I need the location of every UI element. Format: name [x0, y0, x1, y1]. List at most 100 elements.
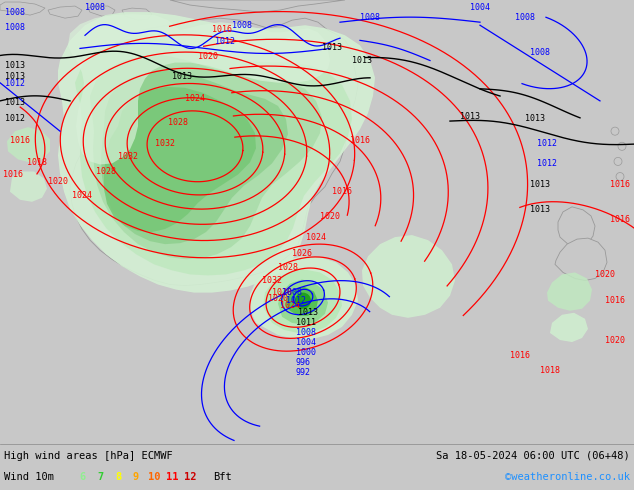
Text: 1016: 1016	[212, 25, 232, 34]
Text: 1013: 1013	[5, 61, 25, 70]
Polygon shape	[90, 55, 322, 259]
Polygon shape	[286, 287, 318, 316]
Text: 1032: 1032	[118, 152, 138, 161]
Text: 1020: 1020	[595, 270, 615, 279]
Text: 1013: 1013	[298, 308, 318, 317]
Circle shape	[614, 157, 622, 166]
Text: 1012: 1012	[5, 114, 25, 123]
Text: 1024: 1024	[306, 233, 326, 242]
Text: 11: 11	[165, 472, 178, 482]
Polygon shape	[0, 2, 45, 15]
Text: 1016: 1016	[610, 215, 630, 224]
Polygon shape	[48, 6, 82, 18]
Text: 1016: 1016	[10, 136, 30, 145]
Text: 1008: 1008	[85, 3, 105, 12]
Circle shape	[616, 172, 624, 181]
Text: 1020: 1020	[198, 51, 218, 61]
Text: 1028: 1028	[272, 288, 292, 296]
Text: 1011: 1011	[296, 318, 316, 327]
Text: 1008: 1008	[360, 13, 380, 22]
Text: 1013: 1013	[172, 72, 192, 81]
Text: 1013: 1013	[530, 180, 550, 189]
Text: Wind 10m: Wind 10m	[4, 472, 54, 482]
Polygon shape	[104, 87, 256, 232]
Polygon shape	[101, 71, 288, 244]
Text: 1018: 1018	[27, 158, 47, 168]
Text: 1028: 1028	[96, 167, 116, 175]
Text: Bft: Bft	[213, 472, 232, 482]
Polygon shape	[278, 279, 328, 325]
Text: 1004: 1004	[470, 3, 490, 12]
Text: 1020: 1020	[268, 294, 288, 303]
Text: 1016: 1016	[605, 295, 625, 305]
Text: 1024: 1024	[280, 301, 300, 310]
Text: 1013: 1013	[530, 205, 550, 214]
Text: 1013: 1013	[352, 55, 372, 65]
Circle shape	[618, 142, 626, 150]
Text: 1016: 1016	[350, 136, 370, 145]
Text: 1008: 1008	[530, 49, 550, 57]
Text: 1012: 1012	[537, 139, 557, 148]
Polygon shape	[547, 272, 592, 311]
Text: 1028: 1028	[168, 118, 188, 127]
Text: 1032: 1032	[155, 139, 175, 148]
Polygon shape	[68, 14, 330, 165]
Text: 996: 996	[296, 358, 311, 367]
Text: 1018: 1018	[540, 367, 560, 375]
Text: 1013: 1013	[460, 112, 480, 121]
Text: 10: 10	[148, 472, 160, 482]
Polygon shape	[555, 238, 607, 280]
Text: 1020: 1020	[320, 212, 340, 221]
Text: 8: 8	[115, 472, 121, 482]
Text: High wind areas [hPa] ECMWF: High wind areas [hPa] ECMWF	[4, 451, 172, 461]
Text: ©weatheronline.co.uk: ©weatheronline.co.uk	[505, 472, 630, 482]
Polygon shape	[58, 12, 375, 293]
Text: 1008: 1008	[515, 13, 535, 22]
Polygon shape	[10, 172, 47, 202]
Text: 1016: 1016	[610, 180, 630, 189]
Polygon shape	[122, 8, 152, 20]
Polygon shape	[272, 274, 300, 295]
Text: 1020: 1020	[48, 176, 68, 186]
Text: 1024: 1024	[72, 191, 92, 200]
Text: 1008: 1008	[232, 21, 252, 30]
Text: 1008: 1008	[5, 8, 25, 17]
Polygon shape	[250, 256, 358, 339]
Text: 1008: 1008	[282, 288, 302, 296]
Text: 992: 992	[296, 368, 311, 377]
Text: 12: 12	[184, 472, 197, 482]
Text: 9: 9	[133, 472, 139, 482]
Text: 1008: 1008	[296, 328, 316, 337]
Circle shape	[295, 293, 311, 309]
Polygon shape	[263, 270, 342, 333]
Polygon shape	[362, 235, 455, 318]
Text: 1013: 1013	[525, 114, 545, 123]
Text: 1013: 1013	[5, 98, 25, 107]
Text: 1016: 1016	[332, 187, 352, 196]
Polygon shape	[75, 38, 352, 275]
Text: 1024: 1024	[185, 94, 205, 103]
Text: 6: 6	[79, 472, 85, 482]
Polygon shape	[88, 6, 115, 16]
Text: 1000: 1000	[296, 348, 316, 357]
Polygon shape	[7, 127, 50, 163]
Text: 1012: 1012	[215, 37, 235, 47]
Circle shape	[611, 127, 619, 135]
Polygon shape	[558, 207, 595, 247]
Text: 1012: 1012	[286, 295, 306, 305]
Polygon shape	[170, 0, 345, 12]
Text: 1028: 1028	[278, 264, 298, 272]
Polygon shape	[70, 18, 358, 286]
Text: 1032: 1032	[262, 275, 282, 285]
Text: 1016: 1016	[510, 351, 530, 360]
Text: 1012: 1012	[537, 159, 557, 169]
Text: 1016: 1016	[3, 170, 23, 178]
Text: 1013: 1013	[322, 44, 342, 52]
Polygon shape	[550, 313, 588, 342]
Text: 1004: 1004	[296, 338, 316, 347]
Text: 1012: 1012	[5, 79, 25, 88]
Text: 7: 7	[97, 472, 103, 482]
Text: 1013: 1013	[5, 72, 25, 81]
Text: 1020: 1020	[605, 336, 625, 345]
Text: 1026: 1026	[292, 249, 312, 258]
